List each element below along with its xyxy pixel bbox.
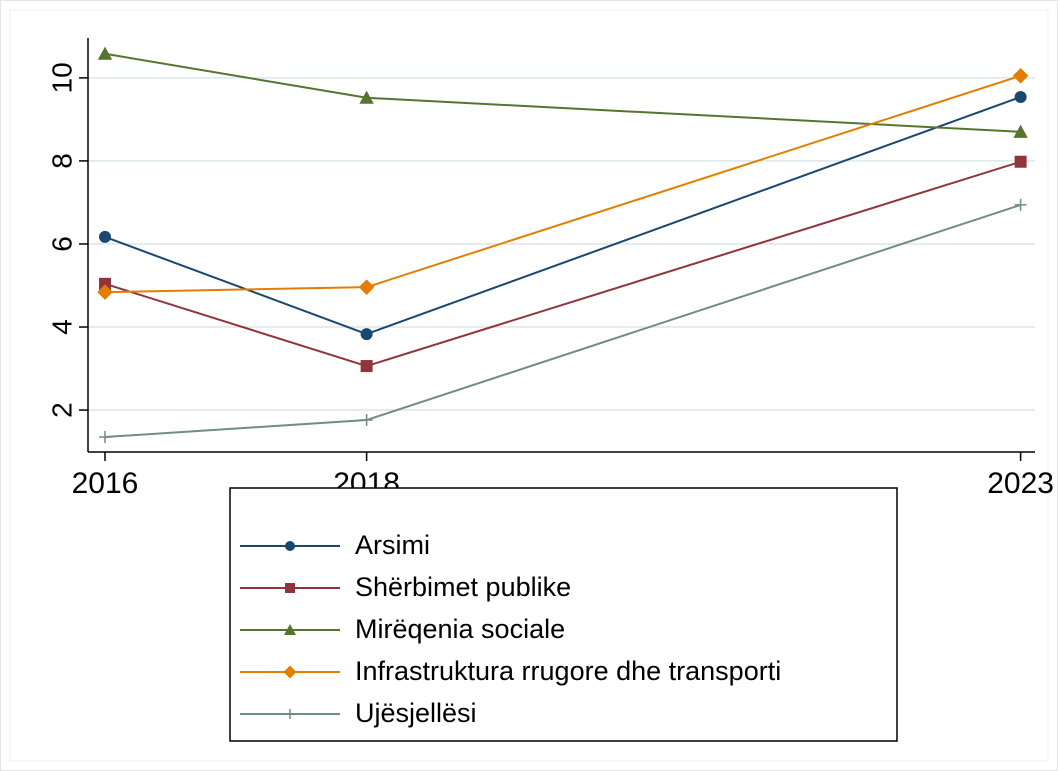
marker [1014, 155, 1027, 168]
x-tick-label: 2023 [987, 467, 1054, 500]
marker [97, 46, 113, 60]
marker [1014, 198, 1027, 211]
y-tick-label: 8 [46, 153, 77, 169]
marker [359, 90, 374, 104]
marker [285, 709, 295, 719]
legend-label: Infrastruktura rrugore dhe transporti [355, 656, 781, 686]
legend-label: Ujësjellësi [355, 698, 477, 728]
legend-box [229, 487, 898, 742]
marker [283, 665, 297, 679]
marker [360, 360, 373, 373]
marker [99, 230, 112, 243]
y-tick-label: 6 [46, 236, 77, 252]
x-tick-label: 2016 [72, 467, 139, 500]
y-tick-label: 10 [46, 62, 77, 93]
marker [97, 284, 113, 300]
legend-label: Shërbimet publike [355, 572, 571, 602]
marker [360, 328, 373, 341]
legend-label: Arsimi [355, 530, 430, 560]
marker [360, 414, 373, 427]
marker [285, 583, 295, 593]
marker [99, 277, 112, 290]
marker [99, 431, 112, 444]
legend: Arsimi Shërbimet publike Mirëqenia sociale… [240, 530, 781, 728]
marker [1013, 124, 1028, 138]
lines-layer [97, 46, 1029, 444]
marker [1014, 90, 1027, 103]
y-tick-label: 2 [46, 402, 77, 418]
legend-label: Mirëqenia sociale [355, 614, 565, 644]
marker [285, 541, 295, 551]
marker [284, 624, 296, 635]
y-tick-label: 4 [46, 319, 77, 335]
marker [1012, 67, 1029, 84]
marker [358, 279, 375, 295]
